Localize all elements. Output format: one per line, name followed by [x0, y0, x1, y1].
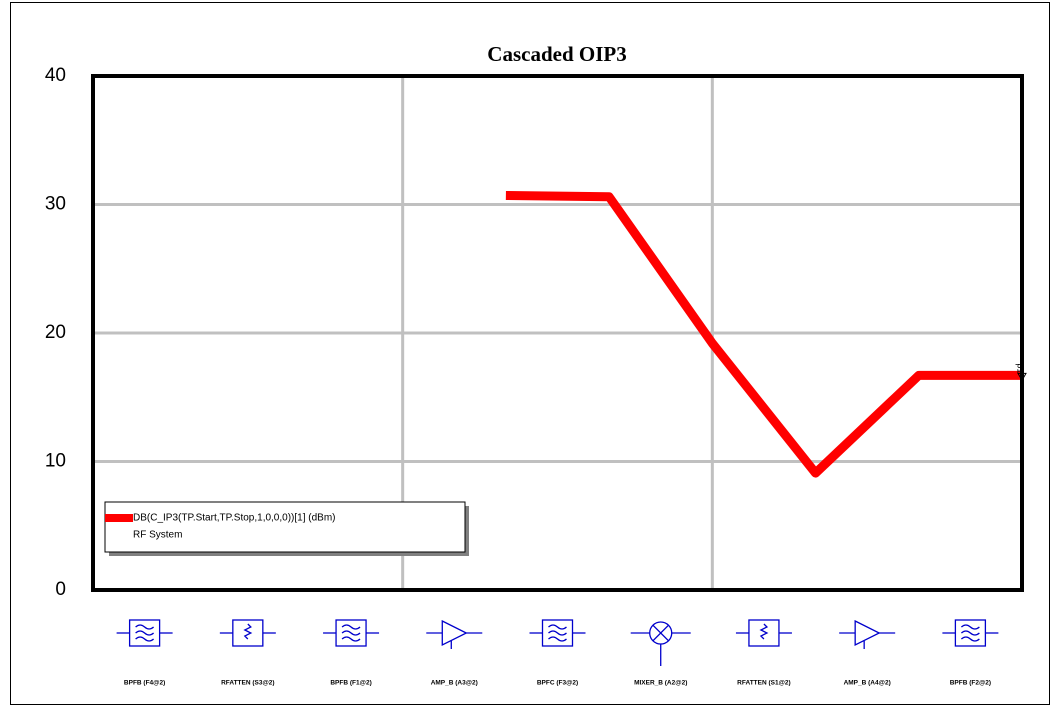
filter-wave — [341, 630, 361, 636]
component-icon — [735, 619, 792, 647]
plot-border — [91, 74, 1024, 592]
component-body — [541, 619, 574, 647]
filter-wave — [960, 624, 980, 630]
component-icon — [426, 619, 483, 649]
frame — [10, 2, 1050, 705]
component-icon — [942, 619, 999, 647]
y-tick-label: 40 — [45, 65, 66, 86]
component-label: AMP_B (A4@2) — [844, 680, 891, 687]
component-label: MIXER_B (A2@2) — [634, 680, 687, 687]
component-icon — [116, 619, 173, 647]
component-label: BPFB (F1@2) — [330, 680, 371, 687]
component-icon — [323, 619, 380, 647]
component-label: BPFB (F4@2) — [124, 680, 165, 687]
filter-wave — [135, 630, 155, 636]
component-label: BPFC (F3@2) — [537, 680, 578, 687]
component-body — [748, 619, 780, 647]
component-body — [128, 619, 161, 647]
component-icon — [219, 619, 276, 647]
component-label: RFATTEN (S1@2) — [737, 680, 791, 687]
filter-wave — [341, 624, 361, 630]
component-label: AMP_B (A3@2) — [431, 680, 478, 687]
atten-zigzag — [759, 623, 769, 640]
component-icon — [630, 621, 691, 666]
y-tick-label: 30 — [45, 194, 66, 215]
mixer-cross — [652, 624, 669, 642]
component-body — [335, 619, 367, 647]
atten-zigzag — [243, 623, 253, 640]
component-body — [441, 619, 468, 647]
filter-wave — [135, 624, 155, 630]
chart-title: Cascaded OIP3 — [487, 42, 626, 66]
filter-wave — [548, 636, 567, 642]
filter-wave — [548, 624, 567, 630]
y-tick-label: 20 — [45, 322, 66, 343]
legend-box — [104, 501, 466, 553]
component-body — [854, 619, 881, 647]
data-line — [505, 191, 1022, 478]
y-tick-label: 10 — [45, 451, 66, 472]
component-icon — [839, 619, 896, 649]
component-body — [954, 619, 987, 647]
component-label: BPFB (F2@2) — [950, 680, 991, 687]
component-body — [232, 619, 264, 647]
filter-wave — [960, 630, 980, 636]
filter-wave — [548, 630, 567, 636]
filter-wave — [960, 636, 980, 642]
legend-label: DB(C_IP3(TP.Start,TP.Stop,1,0,0,0))[1] (… — [133, 513, 336, 524]
y-tick-label: 0 — [55, 579, 66, 600]
filter-wave — [341, 636, 361, 642]
legend-source: RF System — [133, 530, 182, 541]
component-label: RFATTEN (S3@2) — [221, 680, 275, 687]
component-icon — [529, 619, 586, 647]
filter-wave — [135, 636, 155, 642]
